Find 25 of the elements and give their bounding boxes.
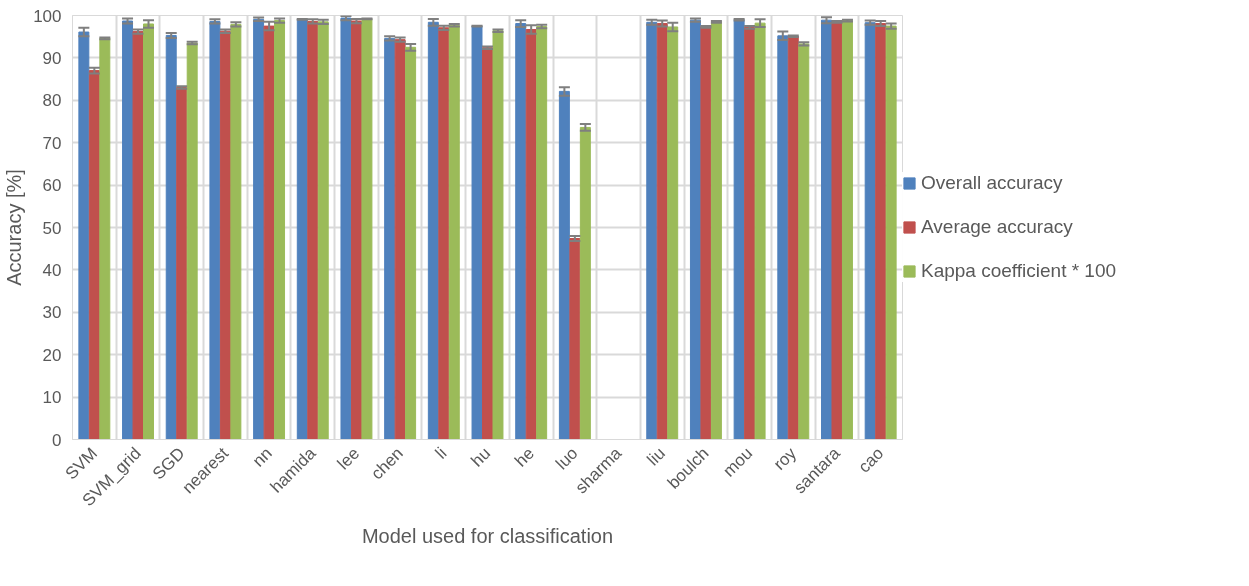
x-tick-label: li: [431, 443, 451, 463]
y-tick-label: 60: [42, 176, 62, 196]
y-axis-title: Accuracy [%]: [3, 169, 26, 286]
y-tick-label: 40: [42, 260, 62, 280]
legend-label: Kappa coefficient * 100: [921, 260, 1117, 282]
y-tick-label: 100: [33, 6, 62, 26]
legend-label: Average accuracy: [921, 216, 1073, 238]
x-tick-label: luo: [552, 443, 582, 474]
x-tick-label: mou: [719, 443, 757, 481]
x-tick-label: roy: [769, 443, 801, 474]
y-tick-label: 0: [52, 430, 62, 450]
y-tick-label: 80: [42, 91, 62, 111]
x-tick-label: liu: [643, 443, 669, 470]
y-tick-label: 20: [42, 345, 62, 365]
y-tick-label: 70: [42, 133, 62, 153]
x-tick-label: lee: [333, 443, 364, 474]
x-axis-title: Model used for classification: [361, 524, 614, 547]
y-tick-label: 50: [42, 218, 62, 238]
x-tick-label: hu: [467, 443, 495, 471]
y-tick-label: 10: [42, 388, 62, 408]
y-tick-label: 90: [42, 48, 62, 68]
x-tick-label: cao: [854, 443, 888, 477]
x-tick-label: he: [511, 443, 538, 471]
y-tick-label: 30: [42, 303, 62, 323]
legend-label: Overall accuracy: [921, 172, 1063, 194]
